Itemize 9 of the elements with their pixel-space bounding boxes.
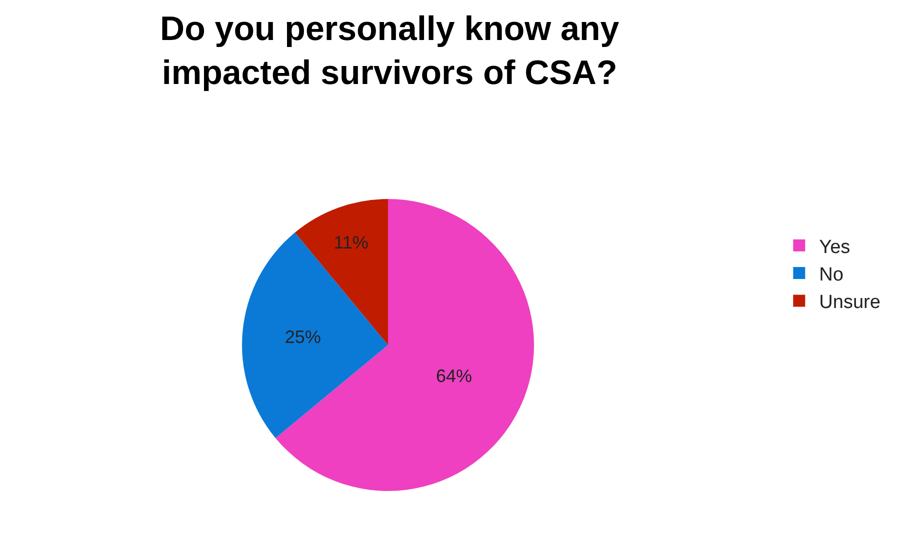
data-label: 25% [284, 326, 321, 347]
legend-label: Yes [819, 236, 850, 258]
pie-slice [276, 199, 534, 491]
data-label: 64% [436, 366, 472, 386]
chart-title: Do you personally know any impacted survivors of CSA? [160, 10, 620, 92]
data-label: 11% [334, 232, 368, 252]
pie-slice [242, 232, 388, 438]
legend-label: Unsure [819, 292, 880, 314]
legend-label: No [819, 264, 844, 286]
